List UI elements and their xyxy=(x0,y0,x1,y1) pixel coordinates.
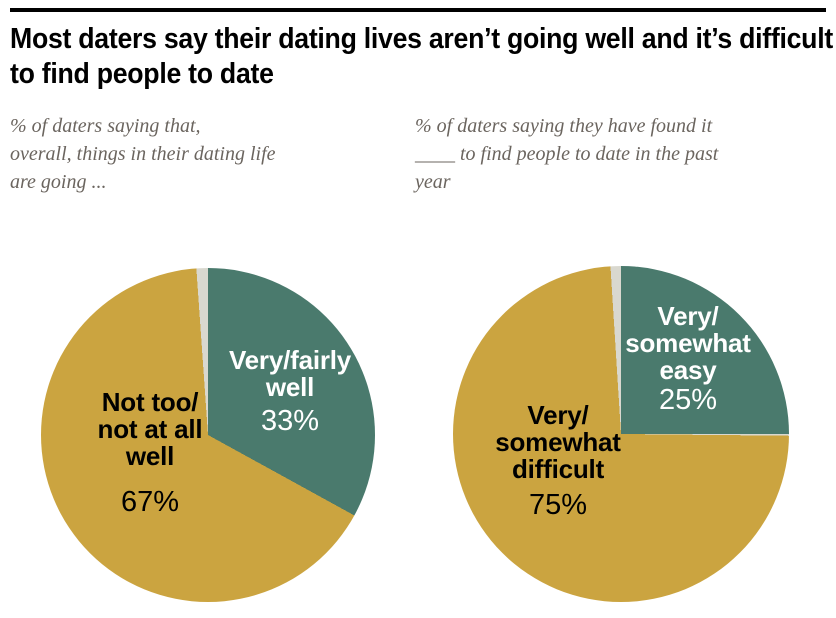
slice-pct-very-somewhat-easy: 25% xyxy=(658,384,718,416)
pie-chart-finding-people xyxy=(453,266,789,602)
left-chart-subtitle: % of daters saying that, overall, things… xyxy=(10,115,276,193)
slice-pct-very-fairly-well: 33% xyxy=(260,405,320,437)
slice-pct-not-too-not-at-all-well: 67% xyxy=(120,486,180,518)
slice-pct-very-somewhat-difficult: 75% xyxy=(528,489,588,521)
right-chart-subtitle: % of daters saying they have found it __… xyxy=(415,115,719,193)
pie-chart-dating-life xyxy=(41,268,375,602)
slice-label-very-somewhat-difficult: Very/ somewhat difficult xyxy=(495,400,621,484)
slice-label-very-somewhat-easy: Very/ somewhat easy xyxy=(625,301,751,385)
slice-label-not-too-not-at-all-well: Not too/ not at all well xyxy=(97,387,203,471)
page-title: Most daters say their dating lives aren’… xyxy=(10,23,833,90)
slice-label-very-fairly-well: Very/fairly well xyxy=(228,345,352,402)
top-rule xyxy=(10,8,826,12)
